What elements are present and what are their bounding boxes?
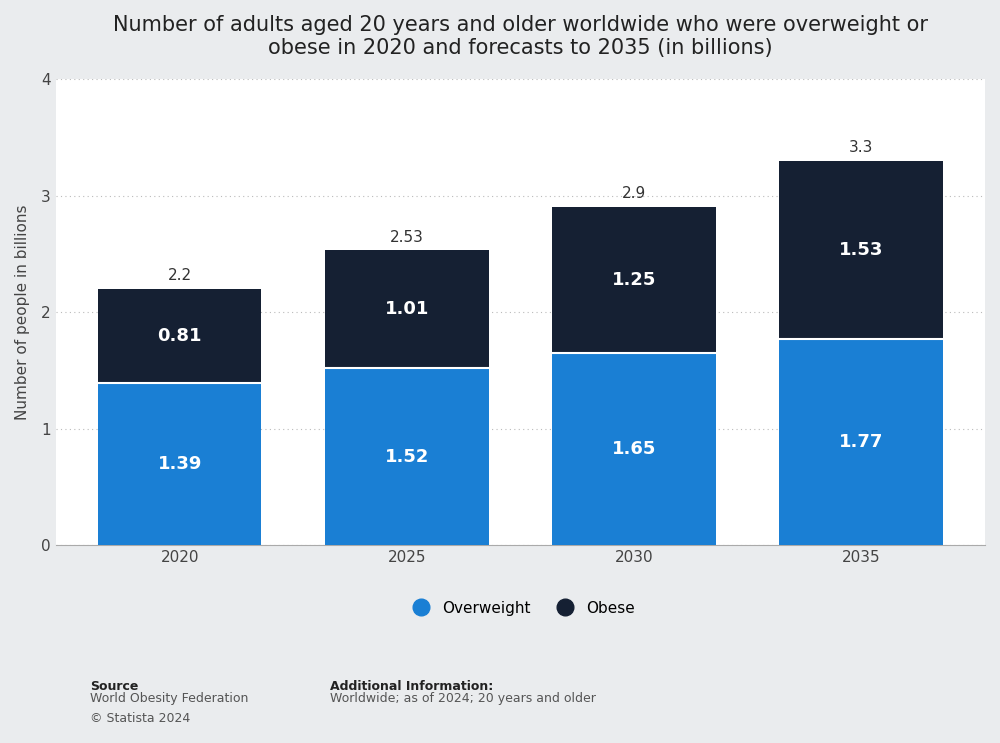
Text: 1.52: 1.52: [385, 447, 429, 466]
Text: 1.39: 1.39: [158, 455, 202, 473]
Text: World Obesity Federation
© Statista 2024: World Obesity Federation © Statista 2024: [90, 692, 248, 725]
Text: 1.01: 1.01: [385, 300, 429, 318]
Text: 1.25: 1.25: [612, 271, 656, 289]
Bar: [552, 207, 716, 353]
Bar: [98, 289, 261, 383]
Text: Worldwide; as of 2024; 20 years and older: Worldwide; as of 2024; 20 years and olde…: [330, 692, 596, 705]
Bar: [325, 250, 489, 368]
Title: Number of adults aged 20 years and older worldwide who were overweight or
obese : Number of adults aged 20 years and older…: [113, 15, 928, 58]
Bar: [779, 160, 943, 339]
Bar: [98, 383, 261, 545]
Y-axis label: Number of people in billions: Number of people in billions: [15, 204, 30, 420]
Bar: [779, 339, 943, 545]
Text: Source: Source: [90, 680, 138, 692]
Bar: [552, 353, 716, 545]
Text: 1.53: 1.53: [839, 241, 883, 259]
Text: 1.65: 1.65: [612, 440, 656, 458]
Text: 0.81: 0.81: [157, 327, 202, 345]
Text: 2.9: 2.9: [622, 186, 646, 201]
Text: 2.53: 2.53: [390, 230, 424, 244]
Text: 1.77: 1.77: [839, 433, 883, 451]
Legend: Overweight, Obese: Overweight, Obese: [400, 594, 641, 622]
Text: 3.3: 3.3: [849, 140, 873, 155]
Bar: [325, 368, 489, 545]
Text: 2.2: 2.2: [168, 268, 192, 283]
Text: Additional Information:: Additional Information:: [330, 680, 493, 692]
